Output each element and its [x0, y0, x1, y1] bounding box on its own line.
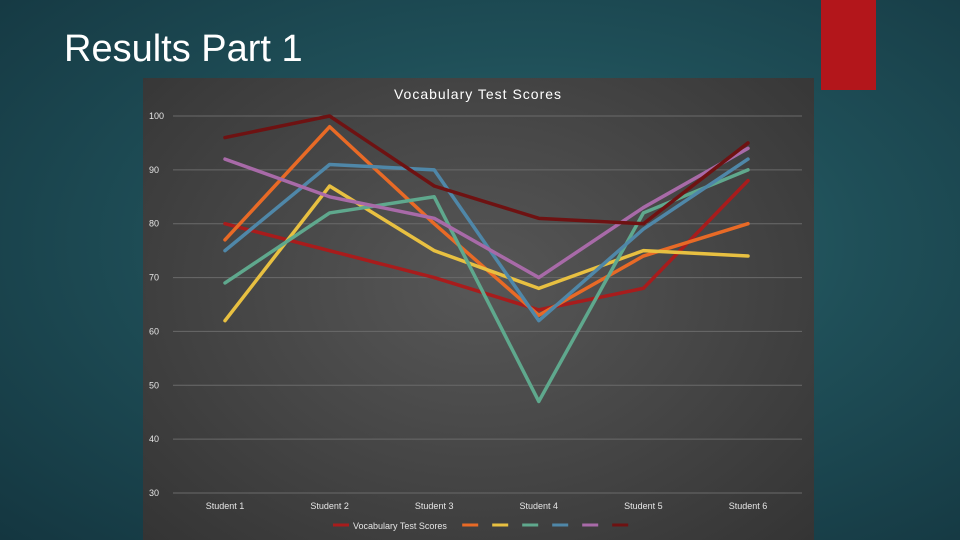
data-point: [223, 249, 227, 253]
data-point: [641, 211, 645, 215]
x-tick-label: Student 2: [310, 501, 349, 511]
series-line-4: [223, 168, 750, 404]
data-point: [432, 222, 436, 226]
y-tick-label: 80: [149, 219, 159, 229]
data-point: [746, 168, 750, 172]
data-point: [328, 249, 332, 253]
data-point: [746, 157, 750, 161]
data-point: [432, 276, 436, 280]
y-tick-label: 50: [149, 380, 159, 390]
x-tick-label: Student 5: [624, 501, 663, 511]
data-point: [432, 249, 436, 253]
data-point: [537, 319, 541, 323]
data-point: [328, 184, 332, 188]
data-point: [328, 125, 332, 129]
series-line-6: [223, 146, 750, 280]
y-tick-label: 40: [149, 434, 159, 444]
data-point: [641, 227, 645, 231]
series-line-1: [223, 178, 750, 312]
data-point: [432, 195, 436, 199]
data-point: [641, 206, 645, 210]
data-point: [641, 249, 645, 253]
series-line-3: [223, 184, 750, 323]
data-point: [537, 399, 541, 403]
data-point: [537, 286, 541, 290]
slide-title: Results Part 1: [64, 28, 303, 70]
data-point: [537, 313, 541, 317]
data-point: [746, 254, 750, 258]
data-point: [641, 286, 645, 290]
chart-panel: Vocabulary Test Scores 100 90 80 70 60 50 40 30…: [143, 78, 814, 540]
x-tick-label: Student 3: [415, 501, 454, 511]
data-point: [641, 222, 645, 226]
data-point: [328, 195, 332, 199]
y-tick-label: 60: [149, 326, 159, 336]
grid-layer: [173, 115, 802, 494]
data-point: [328, 211, 332, 215]
data-point: [328, 162, 332, 166]
chart-title: Vocabulary Test Scores: [394, 86, 562, 102]
data-point: [746, 141, 750, 145]
accent-bar: [821, 0, 876, 90]
y-tick-label: 100: [149, 111, 164, 121]
data-point: [223, 136, 227, 140]
legend-label: Vocabulary Test Scores: [353, 521, 447, 531]
data-point: [223, 319, 227, 323]
data-point: [746, 222, 750, 226]
series-line-5: [223, 157, 750, 323]
data-point: [641, 254, 645, 258]
data-point: [223, 222, 227, 226]
y-tick-label: 30: [149, 488, 159, 498]
data-point: [537, 216, 541, 220]
x-tick-label: Student 6: [729, 501, 768, 511]
series-layer: [223, 114, 750, 404]
series-line-7: [223, 114, 750, 226]
legend: Vocabulary Test Scores: [333, 521, 629, 531]
data-point: [223, 281, 227, 285]
data-point: [223, 157, 227, 161]
data-point: [223, 238, 227, 242]
data-point: [746, 179, 750, 183]
y-axis-ticks: 100 90 80 70 60 50 40 30: [149, 111, 164, 498]
data-point: [432, 168, 436, 172]
data-point: [432, 184, 436, 188]
line-chart: Vocabulary Test Scores 100 90 80 70 60 50 40 30…: [149, 86, 802, 531]
data-point: [328, 114, 332, 118]
data-point: [746, 146, 750, 150]
data-point: [432, 216, 436, 220]
data-point: [537, 308, 541, 312]
y-tick-label: 70: [149, 273, 159, 283]
y-tick-label: 90: [149, 165, 159, 175]
x-tick-label: Student 1: [206, 501, 245, 511]
x-tick-label: Student 4: [520, 501, 559, 511]
data-point: [537, 276, 541, 280]
x-axis-ticks: Student 1 Student 2 Student 3 Student 4 Stud…: [206, 501, 768, 511]
